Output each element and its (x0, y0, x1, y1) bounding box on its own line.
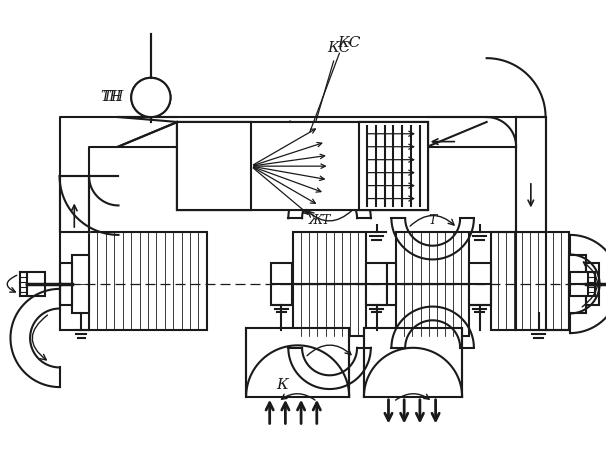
Circle shape (131, 78, 171, 117)
Bar (359, 122, 428, 210)
Bar (569, 255, 586, 313)
Circle shape (131, 78, 171, 117)
Bar (59, 263, 72, 305)
Bar (491, 232, 569, 330)
Bar (293, 284, 366, 336)
Bar (364, 328, 462, 397)
Bar (366, 263, 387, 305)
Polygon shape (59, 117, 545, 232)
Bar (246, 328, 349, 397)
Bar (72, 255, 89, 313)
Bar (271, 263, 293, 305)
Text: ТН: ТН (102, 90, 124, 104)
Text: ЖТ: ЖТ (308, 214, 331, 227)
Bar (27, 272, 45, 296)
Bar (469, 263, 491, 305)
Bar (397, 284, 469, 336)
Bar (293, 232, 366, 284)
Text: КС: КС (327, 41, 351, 55)
Text: Т: Т (428, 214, 437, 227)
Bar (586, 263, 599, 305)
Bar (397, 232, 469, 284)
Bar (177, 122, 428, 210)
Bar (89, 232, 207, 330)
Bar (177, 122, 251, 210)
Bar (359, 122, 428, 210)
Text: К: К (277, 378, 288, 392)
Text: КС: КС (337, 37, 361, 50)
Bar (387, 263, 397, 305)
Text: ТН: ТН (100, 90, 121, 104)
Bar (570, 272, 588, 296)
Bar (177, 122, 251, 210)
Bar (177, 122, 428, 210)
